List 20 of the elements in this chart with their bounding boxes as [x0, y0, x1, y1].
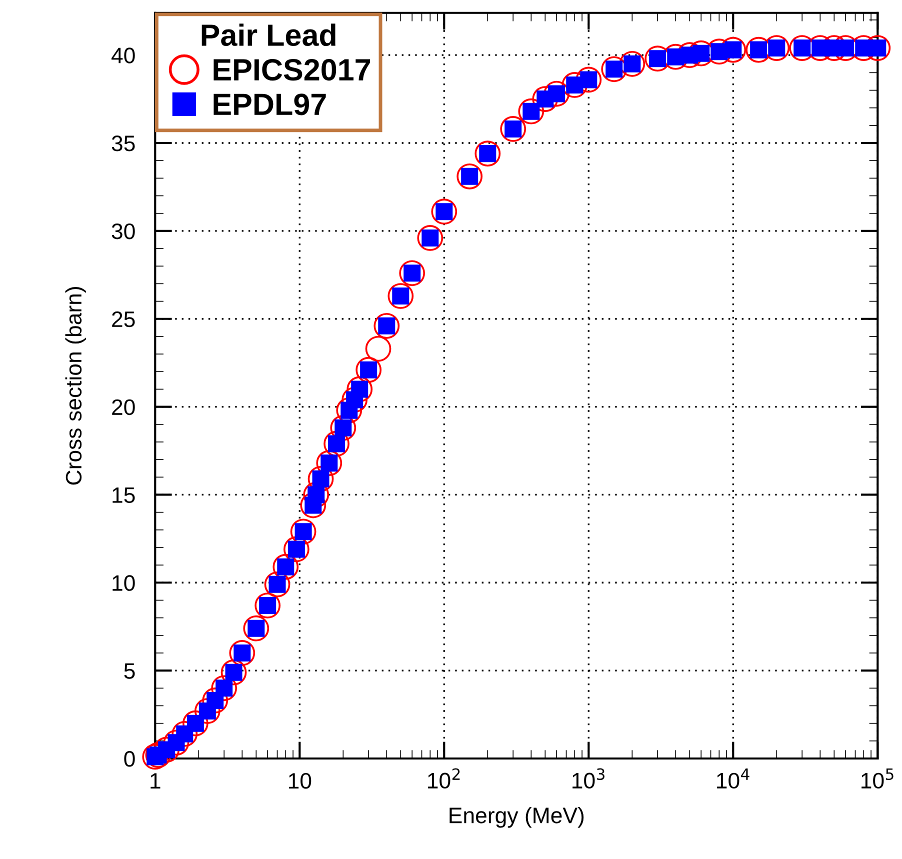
- y-tick-label: 10: [112, 575, 135, 591]
- x-axis-title: Energy (MeV): [450, 806, 584, 828]
- y-tick-label: 35: [112, 136, 135, 152]
- y-tick-label: 30: [112, 223, 135, 240]
- x-tick-label: 10$^{5}$: [862, 768, 894, 789]
- x-tick-label: 10$^{3}$: [572, 768, 604, 789]
- legend-title: Pair Lead: [202, 24, 336, 46]
- y-tick-label: 20: [112, 399, 135, 416]
- y-tick-label: 0: [124, 751, 135, 767]
- y-tick-label: 15: [112, 487, 135, 503]
- x-tick-label: 10: [288, 772, 312, 789]
- y-axis-title: Cross section (barn): [65, 287, 86, 485]
- x-tick-label: 10$^{2}$: [428, 768, 460, 789]
- y-tick-label: 40: [111, 48, 135, 64]
- y-tick-label: 25: [112, 311, 135, 328]
- y-tick-label: 5: [124, 663, 135, 679]
- legend-label: EPDL97: [214, 94, 326, 116]
- legend-label: EPICS2017: [214, 58, 370, 81]
- x-tick-label: 1: [150, 773, 160, 788]
- x-tick-label: 10$^{4}$: [717, 768, 750, 789]
